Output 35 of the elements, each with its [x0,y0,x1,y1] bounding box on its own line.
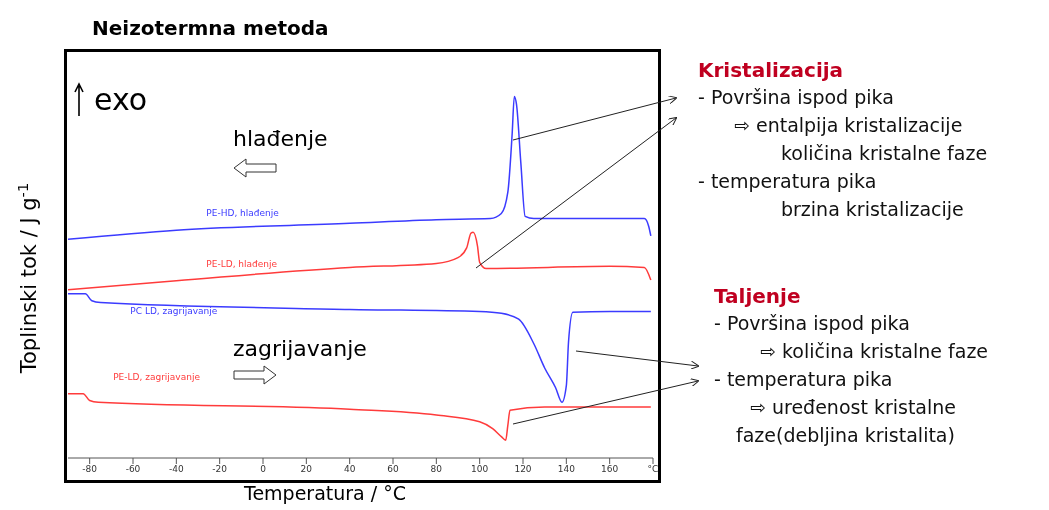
x-tick-label: °C [647,464,659,475]
chart-title: Neizotermna metoda [92,16,329,40]
x-tick-label: -60 [125,464,141,475]
text: ⇨ uređenost kristalne [750,396,956,418]
text: - temperatura pika [714,368,893,390]
x-tick-label: -40 [168,464,184,475]
series-label: PE-LD, hlađenje [206,258,278,269]
x-tick-label: -80 [82,464,98,475]
series-label: PC LD, zagrijavanje [130,305,218,316]
x-tick-label: 80 [430,464,443,475]
text: faze(debljina kristalita) [736,424,955,446]
text: Taljenje [714,284,801,308]
x-tick-label: 60 [387,464,399,475]
x-tick-label: 120 [514,464,532,475]
annotation: zagrijavanje [233,336,367,361]
text: količina kristalne faze [781,142,988,164]
text: - Površina ispod pika [714,312,910,334]
x-tick-label: 40 [343,464,356,475]
text: PE-LD, zagrijavanje [113,371,201,382]
x-tick-label: 20 [300,464,313,475]
annotation: exo [94,82,148,117]
text: Kristalizacija [698,58,844,82]
text: - temperatura pika [698,170,877,192]
x-axis-title: Temperatura / °C [244,482,406,504]
text: ⇨ entalpija kristalizacije [734,114,963,136]
annotation: hlađenje [233,126,328,151]
x-tick-label: 140 [557,464,576,475]
x-tick-label: 0 [260,464,267,475]
text: - Površina ispod pika [698,86,894,108]
series-label: PE-HD, hlađenje [206,208,280,219]
text: brzina kristalizacije [781,198,964,220]
x-tick-label: 160 [601,464,619,475]
x-tick-label: 100 [471,464,489,475]
x-tick-label: -20 [212,464,228,475]
text: ⇨ količina kristalne faze [760,340,989,362]
